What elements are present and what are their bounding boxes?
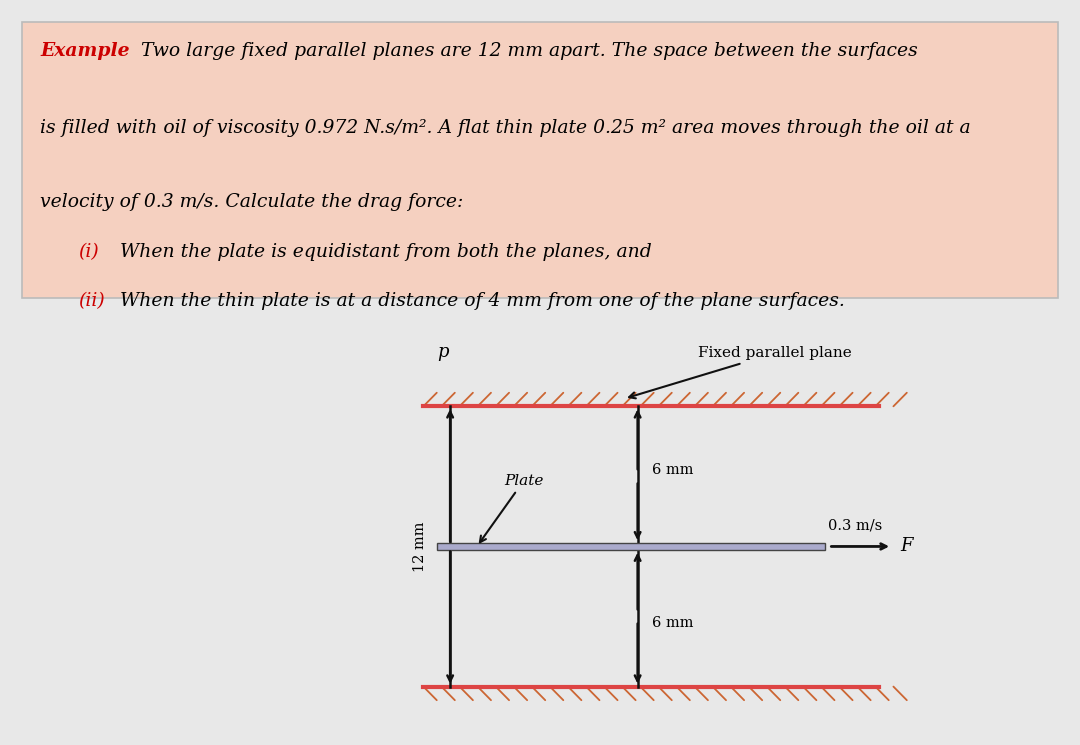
- Text: When the plate is equidistant from both the planes, and: When the plate is equidistant from both …: [120, 243, 652, 261]
- Text: 6 mm: 6 mm: [652, 616, 693, 630]
- Text: Two large fixed parallel planes are 12 mm apart. The space between the surfaces: Two large fixed parallel planes are 12 m…: [140, 42, 918, 60]
- Text: 12 mm: 12 mm: [413, 522, 427, 571]
- Text: velocity of 0.3 m/s. Calculate the drag force:: velocity of 0.3 m/s. Calculate the drag …: [40, 193, 463, 212]
- Text: Fixed parallel plane: Fixed parallel plane: [630, 346, 852, 399]
- Text: 6 mm: 6 mm: [652, 463, 693, 477]
- Text: Example: Example: [40, 42, 130, 60]
- Text: Plate: Plate: [480, 474, 543, 542]
- Text: (ii): (ii): [79, 293, 106, 311]
- Bar: [436, 543, 825, 550]
- Text: When the thin plate is at a distance of 4 mm from one of the plane surfaces.: When the thin plate is at a distance of …: [120, 293, 845, 311]
- Text: F: F: [900, 537, 913, 556]
- Text: (i): (i): [79, 243, 99, 261]
- Text: is filled with oil of viscosity 0.972 N.s/m². A flat thin plate 0.25 m² area mov: is filled with oil of viscosity 0.972 N.…: [40, 118, 971, 137]
- Text: p: p: [436, 343, 448, 361]
- Text: 0.3 m/s: 0.3 m/s: [828, 519, 882, 533]
